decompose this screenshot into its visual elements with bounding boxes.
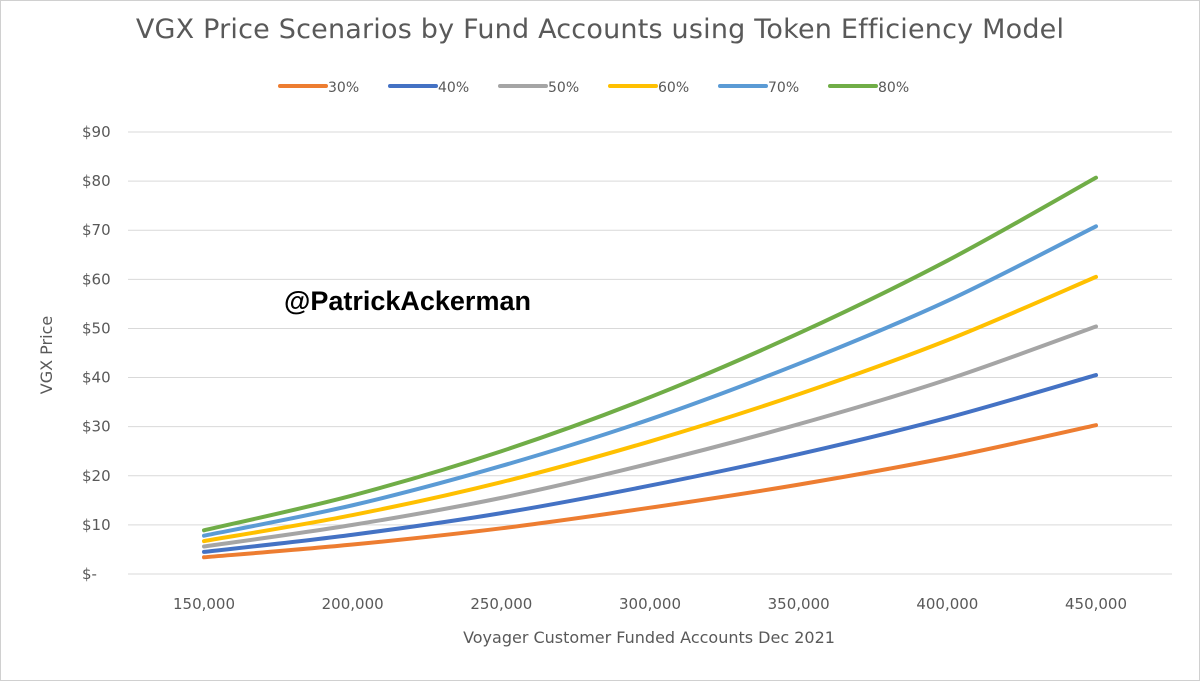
series-line-70pct — [202, 224, 1098, 538]
x-tick-label: 150,000 — [173, 595, 235, 613]
watermark-handle: @PatrickAckerman — [284, 286, 531, 316]
x-axis-ticks: 150,000 200,000 250,000 300,000 350,000 400,0… — [173, 595, 1127, 613]
x-tick-label: 300,000 — [619, 595, 681, 613]
series-line-30pct — [202, 423, 1098, 560]
y-tick-label: $- — [82, 565, 97, 583]
series-line-50pct — [202, 324, 1098, 549]
y-tick-label: $90 — [82, 123, 111, 141]
gridlines — [128, 131, 1172, 575]
x-tick-label: 400,000 — [916, 595, 978, 613]
x-tick-label: 350,000 — [768, 595, 830, 613]
y-tick-label: $20 — [82, 467, 111, 485]
legend-label: 60% — [658, 80, 689, 96]
series-line-60pct — [202, 274, 1098, 544]
series-line-80pct — [202, 175, 1098, 533]
legend-label: 50% — [548, 80, 579, 96]
legend-label: 40% — [438, 80, 469, 96]
legend-label: 70% — [768, 80, 799, 96]
x-tick-label: 250,000 — [470, 595, 532, 613]
x-tick-label: 200,000 — [322, 595, 384, 613]
y-axis-label: VGX Price — [37, 316, 56, 394]
x-axis-label: Voyager Customer Funded Accounts Dec 202… — [463, 628, 835, 647]
series-lines — [202, 175, 1098, 560]
y-tick-label: $40 — [82, 369, 111, 387]
y-tick-label: $70 — [82, 221, 111, 239]
series-line-40pct — [202, 373, 1098, 554]
legend-label: 30% — [328, 80, 359, 96]
x-tick-label: 450,000 — [1065, 595, 1127, 613]
y-tick-label: $60 — [82, 270, 111, 288]
y-tick-label: $30 — [82, 418, 111, 436]
legend-label: 80% — [878, 80, 909, 96]
chart-title: VGX Price Scenarios by Fund Accounts usi… — [135, 14, 1065, 45]
legend: 30% 40% 50% 60% 70% 80% — [278, 80, 909, 96]
y-axis-ticks: $- $10 $20 $30 $40 $50 $60 $70 $80 $90 — [82, 123, 111, 583]
y-tick-label: $50 — [82, 319, 111, 337]
y-tick-label: $10 — [82, 516, 111, 534]
y-tick-label: $80 — [82, 172, 111, 190]
